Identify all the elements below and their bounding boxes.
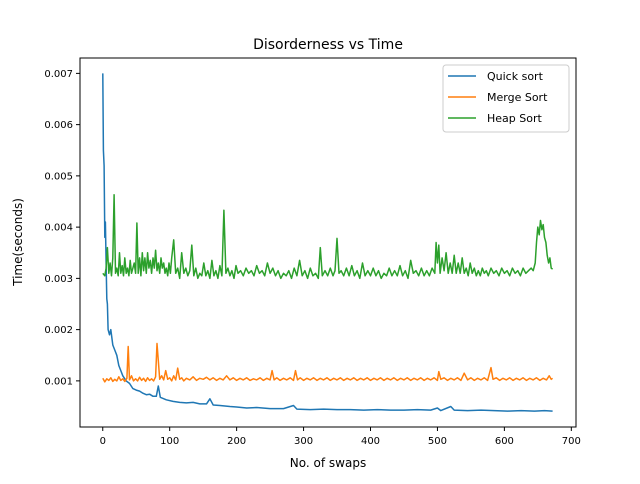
y-tick-label: 0.001 xyxy=(44,376,73,387)
legend-label-2: Heap Sort xyxy=(487,112,542,125)
legend: Quick sort Merge Sort Heap Sort xyxy=(442,64,570,133)
y-tick-label: 0.004 xyxy=(44,223,73,234)
legend-box xyxy=(442,64,570,133)
x-tick-label: 500 xyxy=(428,436,447,447)
x-axis-label: No. of swaps xyxy=(290,456,366,470)
x-tick-label: 100 xyxy=(160,436,179,447)
x-axis: 0 100 200 300 400 500 600 700 xyxy=(100,427,581,447)
y-axis: 0.001 0.002 0.003 0.004 0.005 0.006 0.007 xyxy=(44,69,80,387)
series-line-1 xyxy=(102,342,554,383)
series-line-0 xyxy=(102,73,553,412)
legend-label-0: Quick sort xyxy=(487,70,544,83)
chart-title: Disorderness vs Time xyxy=(253,37,403,53)
y-axis-label: Time(seconds) xyxy=(11,198,25,287)
y-tick-label: 0.006 xyxy=(44,120,73,131)
x-tick-label: 200 xyxy=(227,436,246,447)
axes-frame xyxy=(79,57,577,428)
y-tick-label: 0.005 xyxy=(44,171,73,182)
series-line-2 xyxy=(102,194,554,280)
x-tick-label: 0 xyxy=(100,436,106,447)
x-tick-label: 400 xyxy=(361,436,380,447)
x-tick-label: 600 xyxy=(495,436,514,447)
x-tick-label: 700 xyxy=(562,436,581,447)
legend-label-1: Merge Sort xyxy=(487,91,548,104)
y-tick-label: 0.003 xyxy=(44,274,73,285)
series-layer xyxy=(102,73,554,412)
x-tick-label: 300 xyxy=(294,436,313,447)
legend-items: Quick sort Merge Sort Heap Sort xyxy=(448,70,548,125)
y-tick-label: 0.007 xyxy=(44,69,73,80)
y-tick-label: 0.002 xyxy=(44,325,73,336)
